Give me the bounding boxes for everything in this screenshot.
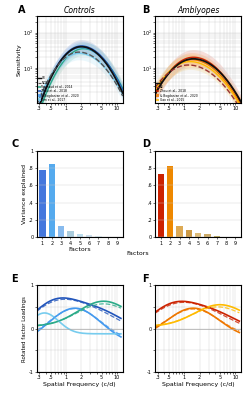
Text: A: A <box>18 4 26 14</box>
Bar <box>77 234 83 238</box>
Text: Factors: Factors <box>126 251 149 256</box>
Bar <box>95 236 102 238</box>
Bar <box>105 237 111 238</box>
Text: B: B <box>142 4 150 14</box>
X-axis label: Spatial Frequency (c/d): Spatial Frequency (c/d) <box>162 382 234 387</box>
X-axis label: Spatial Frequency (c/d): Spatial Frequency (c/d) <box>44 382 116 387</box>
Y-axis label: Sensitivity: Sensitivity <box>17 43 22 76</box>
Bar <box>48 164 55 238</box>
Legend: FE, AE, Zhou et al., 2018, & Bogdanian et al., 2020, Gao et al., 2015: FE, AE, Zhou et al., 2018, & Bogdanian e… <box>156 80 198 102</box>
Bar <box>176 226 183 238</box>
Bar <box>223 237 230 238</box>
Bar <box>204 234 211 238</box>
Bar <box>39 170 46 238</box>
Bar <box>214 236 220 238</box>
Title: Controls: Controls <box>64 6 96 15</box>
Bar <box>167 166 173 238</box>
Bar <box>86 235 92 238</box>
Text: E: E <box>11 274 18 284</box>
Legend: OE, NDE, Reynaud et al., 2014, Zhou et al., 2018, & Bogdanian et al., 2020, Kim : OE, NDE, Reynaud et al., 2014, Zhou et a… <box>37 76 79 102</box>
Bar <box>195 233 201 238</box>
Y-axis label: Variance explained: Variance explained <box>22 164 27 224</box>
X-axis label: Factors: Factors <box>68 247 91 252</box>
Text: F: F <box>142 274 149 284</box>
Bar <box>58 226 64 238</box>
Bar <box>67 231 74 238</box>
Text: D: D <box>142 139 150 149</box>
Bar <box>185 230 192 238</box>
Title: Amblyopes: Amblyopes <box>177 6 219 15</box>
Y-axis label: Rotated factor Loadings: Rotated factor Loadings <box>22 296 27 362</box>
Bar <box>158 174 164 238</box>
Text: C: C <box>11 139 18 149</box>
